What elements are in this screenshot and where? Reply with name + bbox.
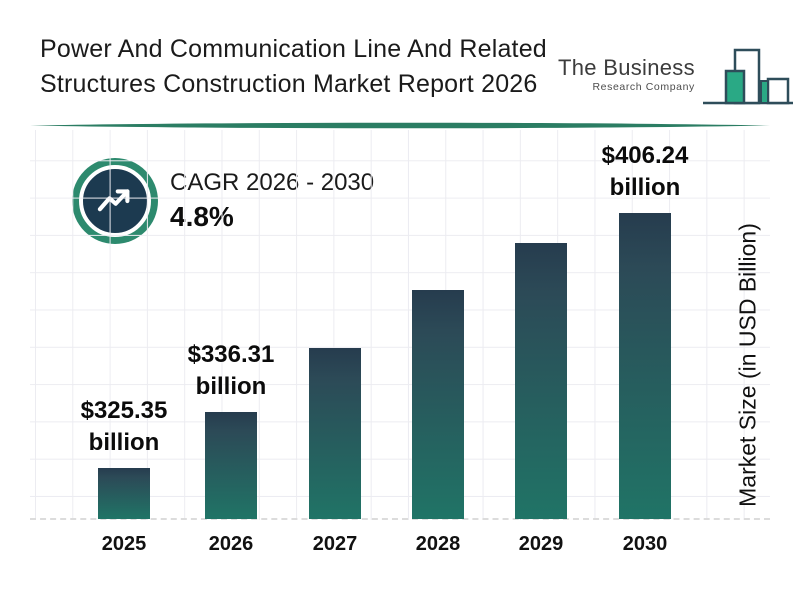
axis-label-2025: 2025 (101, 533, 147, 555)
bar-group-2025: $325.35 billion 2025 (44, 130, 204, 555)
axis-label-2026: 2026 (208, 533, 254, 555)
header-divider (30, 122, 770, 129)
page-title-line2: Structures Construction Market Report 20… (40, 70, 538, 98)
company-logo: The Business Research Company (558, 26, 793, 110)
bar-group-2028: 2028 (358, 130, 518, 555)
page-title: Power And Communication Line And Related… (40, 32, 570, 102)
bar-chart-logo-icon (702, 48, 793, 105)
bar-chart: $325.35 billion 2025 $336.31 billion 202… (30, 130, 770, 555)
bar-value-unit: billion (609, 174, 681, 201)
bar-value-label: $325.35 billion (44, 395, 204, 459)
bar-group-2027: 2027 (255, 130, 415, 555)
bar-2028 (412, 290, 464, 519)
bar-value-label: $336.31 billion (151, 339, 311, 403)
bar-2025 (98, 468, 150, 519)
bar-2026 (205, 412, 257, 519)
company-logo-text: The Business Research Company (558, 54, 695, 93)
company-subname: Research Company (592, 80, 695, 93)
axis-label-2029: 2029 (518, 533, 564, 555)
axis-label-2028: 2028 (415, 533, 461, 555)
bar-group-2030: $406.24 billion 2030 (565, 130, 725, 555)
bar-value-amount: $336.31 (187, 341, 275, 368)
y-axis-label: Market Size (in USD Billion) (734, 223, 761, 507)
bar-value-amount: $325.35 (80, 397, 168, 424)
bar-2029 (515, 243, 567, 519)
axis-label-2030: 2030 (622, 533, 668, 555)
bar-2027 (309, 348, 361, 519)
bar-value-label: $406.24 billion (565, 140, 725, 204)
bar-value-unit: billion (88, 429, 160, 456)
page-title-line1: Power And Communication Line And Related (40, 35, 547, 63)
bar-value-unit: billion (195, 373, 267, 400)
axis-label-2027: 2027 (312, 533, 358, 555)
bar-value-amount: $406.24 (601, 142, 689, 169)
bar-group-2026: $336.31 billion 2026 (151, 130, 311, 555)
bar-2030 (619, 213, 671, 519)
bar-group-2029: 2029 (461, 130, 621, 555)
company-name: The Business (558, 54, 695, 80)
